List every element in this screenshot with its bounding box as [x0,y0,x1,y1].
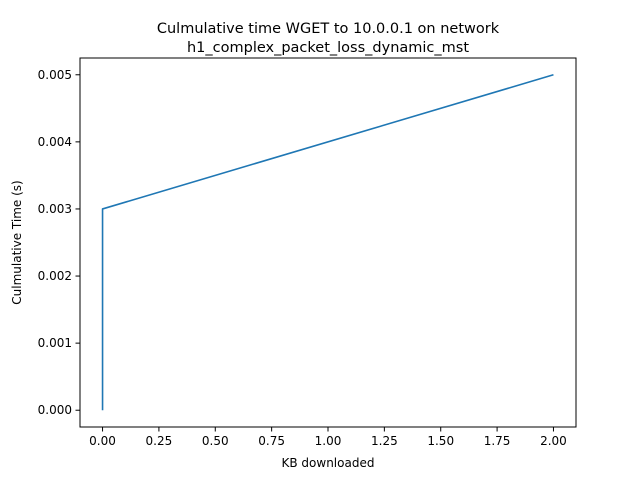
x-tick-label: 2.00 [540,434,567,448]
x-tick-label: 1.75 [484,434,511,448]
y-tick-label: 0.003 [38,202,72,216]
series-line-0 [101,74,554,411]
chart-title-line-2: h1_complex_packet_loss_dynamic_mst [187,40,469,56]
x-tick-label: 1.00 [315,434,342,448]
y-tick-label: 0.004 [38,135,72,149]
x-axis-ticks: 0.00 0.25 0.50 0.75 1.00 1.25 1.50 1.75 2.00 [89,427,567,448]
x-tick-label: 1.50 [427,434,454,448]
y-tick-label: 0.005 [38,68,72,82]
chart-title: Culmulative time WGET to 10.0.0.1 on net… [157,21,500,56]
x-tick-label: 0.25 [146,434,173,448]
x-tick-label: 0.50 [202,434,229,448]
chart-title-line-1: Culmulative time WGET to 10.0.0.1 on net… [157,21,500,37]
y-tick-label: 0.000 [38,403,72,417]
x-axis-label: KB downloaded [282,456,375,470]
x-tick-label: 1.25 [371,434,398,448]
y-tick-label: 0.002 [38,269,72,283]
plot-area-frame [79,57,577,428]
y-tick-label: 0.001 [38,336,72,350]
x-tick-label: 0.75 [258,434,285,448]
series-lines [101,74,554,411]
y-axis-ticks: 0.000 0.001 0.002 0.003 0.004 0.005 [38,68,80,417]
y-axis-label: Culmulative Time (s) [10,180,24,304]
x-tick-label: 0.00 [89,434,116,448]
